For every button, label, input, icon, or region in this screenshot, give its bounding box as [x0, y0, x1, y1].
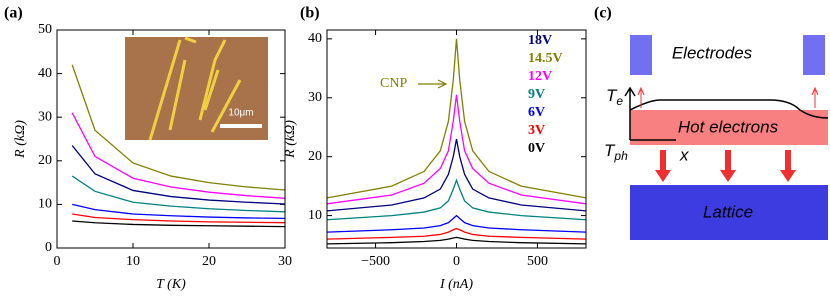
line-series: [71, 112, 285, 199]
y-tick-label: 20: [308, 149, 322, 164]
line-series: [71, 175, 285, 213]
x-axis-label: x: [679, 145, 689, 164]
y-tick-label: 30: [38, 109, 52, 124]
panel-label: (b): [300, 5, 320, 22]
x-tick-label: 0: [54, 254, 61, 269]
y-tick-label: 10: [38, 197, 52, 212]
y-tick-label: 40: [308, 31, 322, 46]
x-tick-label: 500: [527, 254, 548, 269]
y-tick-label: 10: [308, 208, 322, 223]
y-tick-label: 30: [308, 90, 322, 105]
panel-label: (c): [594, 5, 612, 22]
te-symbol: T: [606, 86, 618, 105]
annotation-arrow: [418, 79, 448, 89]
line-series: [327, 94, 586, 205]
plot-frame: [56, 29, 286, 249]
line-series: [327, 227, 586, 240]
inset-scale-label: 10μm: [228, 108, 253, 119]
y-tick-label: 40: [38, 66, 52, 81]
line-series: [72, 203, 285, 220]
y-axis-label: R (kΩ): [283, 120, 298, 159]
plot-frame: [326, 29, 587, 249]
line-series: [71, 64, 285, 191]
panel-label: (a): [4, 5, 23, 22]
line-series: [71, 145, 285, 205]
tph-label: Tph: [604, 141, 628, 163]
diagram: [624, 35, 829, 240]
x-tick-label: 20: [202, 254, 216, 269]
line-series: [327, 138, 586, 212]
legend-entry: 0V: [528, 141, 545, 156]
y-tick-label: 0: [45, 240, 52, 255]
line-series: [327, 178, 586, 221]
legend-entry: 6V: [528, 105, 545, 120]
y-tick-label: 50: [38, 22, 52, 37]
line-series: [327, 38, 586, 199]
y-axis-label: R (kΩ): [13, 120, 28, 159]
legend-entry: 12V: [528, 69, 552, 84]
te-subscript: e: [616, 94, 623, 108]
line-series: [72, 213, 285, 224]
x-tick-label: 30: [278, 254, 292, 269]
tph-subscript: ph: [613, 149, 628, 163]
annotation: CNP: [380, 76, 407, 91]
legend-entry: 9V: [528, 87, 545, 102]
x-axis-label: T (K): [156, 277, 186, 292]
x-tick-label: −500: [361, 254, 390, 269]
legend-entry: 14.5V: [528, 51, 563, 66]
tph-symbol: T: [604, 141, 616, 160]
electrodes-label: Electrodes: [672, 43, 753, 62]
lattice-label: Lattice: [703, 202, 753, 221]
x-tick-label: 10: [126, 254, 140, 269]
inset-image: [125, 36, 268, 141]
line-series: [327, 214, 586, 233]
x-tick-label: 0: [453, 254, 460, 269]
line-series: [72, 220, 285, 228]
y-tick-label: 20: [38, 153, 52, 168]
legend-entry: 18V: [528, 33, 552, 48]
x-axis-label: I (nA): [439, 277, 473, 292]
te-label: Te: [606, 86, 623, 108]
legend-entry: 3V: [528, 123, 545, 138]
hot-electrons-label: Hot electrons: [678, 117, 779, 136]
line-series: [327, 236, 586, 245]
